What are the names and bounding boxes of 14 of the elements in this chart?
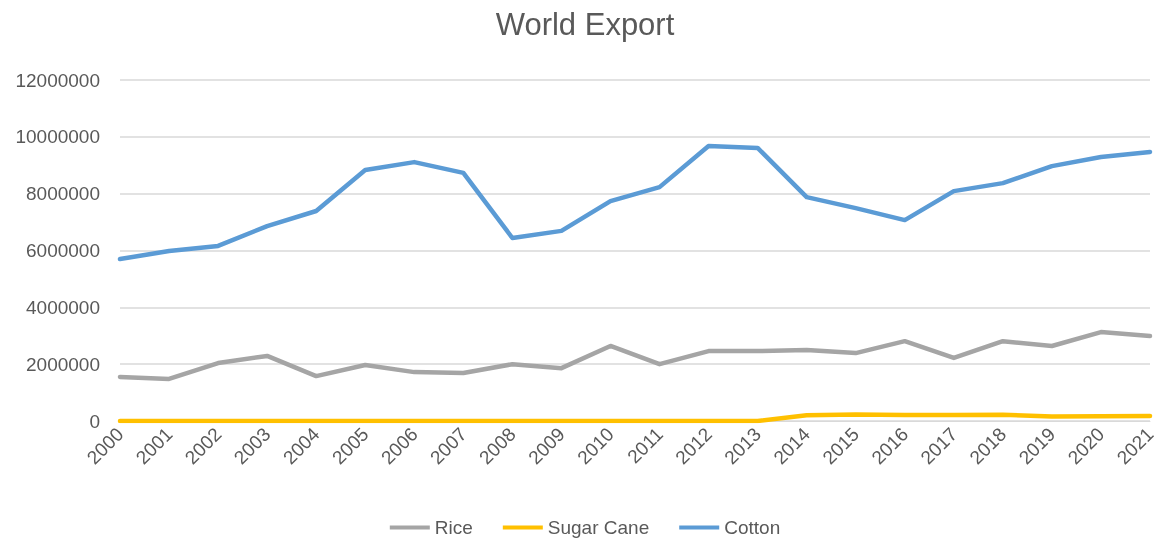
y-tick-label: 12000000 — [15, 69, 100, 91]
y-tick-label: 6000000 — [26, 240, 100, 261]
legend-label: Sugar Cane — [547, 517, 650, 538]
legend-label: Cotton — [724, 517, 781, 538]
y-tick-label: 0 — [89, 410, 100, 432]
y-tick-label: 2000000 — [26, 353, 100, 375]
y-tick-label: 4000000 — [26, 296, 100, 318]
chart-title: World Export — [495, 7, 675, 42]
line-series — [117, 329, 1153, 382]
legend-label: Rice — [434, 517, 473, 538]
y-tick-label: 8000000 — [26, 183, 100, 205]
line-series — [117, 412, 1153, 424]
y-tick-label: 10000000 — [15, 126, 100, 148]
line-series — [117, 143, 1153, 262]
